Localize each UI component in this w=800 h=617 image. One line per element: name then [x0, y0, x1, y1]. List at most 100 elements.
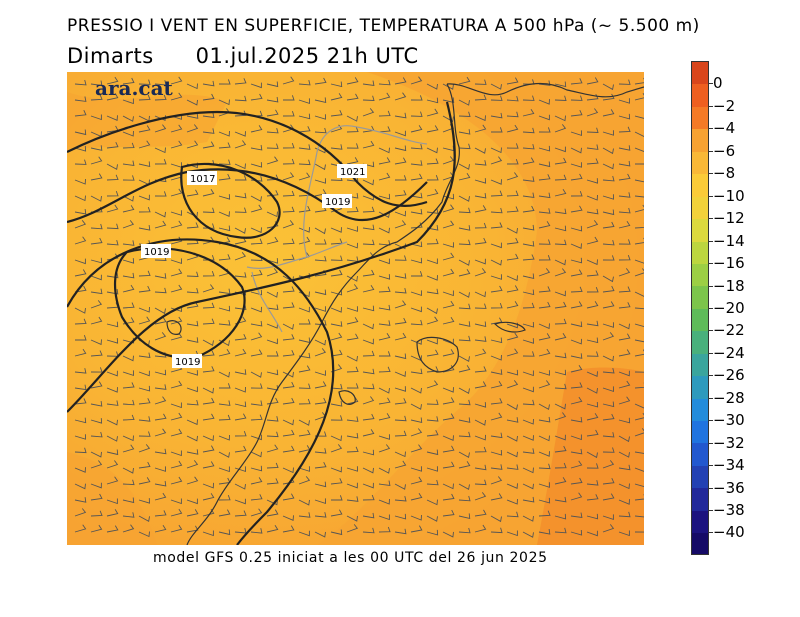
wind-barb: [250, 162, 263, 168]
wind-barb: [122, 142, 135, 149]
wind-barb: [474, 205, 487, 213]
wind-barb: [618, 207, 631, 214]
wind-barb: [426, 175, 439, 181]
wind-barb: [538, 99, 550, 105]
wind-barb: [106, 321, 119, 328]
isobar-1019-inner: [113, 247, 246, 359]
weekday-label: Dimarts: [67, 44, 154, 68]
colorbar-band: [692, 510, 708, 534]
wind-barb: [90, 195, 102, 202]
wind-barb: [506, 111, 519, 118]
wind-barb: [266, 291, 278, 298]
wind-barb: [202, 318, 215, 325]
wind-barb: [586, 320, 599, 327]
wind-barb: [90, 510, 103, 517]
wind-barb: [474, 492, 487, 501]
wind-barb: [138, 161, 151, 167]
wind-barb: [154, 369, 167, 376]
wind-barb: [410, 417, 423, 423]
wind-barb: [426, 225, 439, 231]
wind-barb: [314, 227, 326, 235]
wind-barb: [330, 383, 343, 390]
wind-barb: [474, 258, 486, 265]
colorbar-band: [692, 308, 708, 332]
wind-barb: [74, 79, 87, 86]
colorbar-band: [692, 443, 708, 466]
colorbar-tickmark: [709, 532, 713, 534]
colorbar-tickmark: [709, 173, 713, 175]
wind-barb: [554, 188, 567, 197]
wind-barb: [522, 224, 535, 231]
wind-barb: [570, 321, 583, 328]
wind-barb: [362, 429, 375, 437]
wind-barb: [378, 366, 391, 373]
wind-barb: [522, 321, 535, 328]
wind-barb: [330, 269, 343, 277]
wind-barb: [186, 386, 198, 393]
wind-barb: [330, 529, 343, 536]
colorbar-tickmark: [709, 420, 713, 422]
wind-barb: [490, 179, 502, 185]
wind-barb: [474, 434, 486, 441]
wind-barb: [250, 400, 263, 406]
wind-barb: [458, 259, 470, 266]
wind-barb: [154, 211, 166, 218]
wind-barb: [554, 462, 567, 469]
wind-barb: [442, 531, 454, 538]
wind-barb: [410, 257, 423, 264]
wind-barb: [618, 349, 631, 357]
wind-barb: [170, 316, 183, 325]
wind-barb: [266, 258, 279, 264]
wind-barb: [283, 95, 295, 101]
colorbar-tickmark: [709, 307, 713, 309]
colorbar-tickmark: [709, 105, 713, 107]
isobar-label: 1021: [340, 167, 365, 178]
wind-barb: [106, 204, 119, 213]
wind-barb: [458, 431, 471, 438]
wind-barb: [570, 338, 582, 345]
colorbar-tickmark: [709, 330, 713, 332]
wind-barb: [618, 511, 631, 518]
wind-barb: [458, 483, 470, 490]
wind-barb: [282, 111, 295, 117]
wind-barb: [618, 483, 630, 490]
wind-barb: [250, 93, 263, 101]
wind-barb: [442, 316, 455, 325]
wind-barb: [170, 332, 183, 341]
wind-barb: [426, 430, 439, 437]
wind-barb: [218, 371, 230, 378]
wind-barb: [266, 478, 279, 485]
colorbar-label: −30: [713, 411, 745, 430]
wind-barb: [570, 257, 583, 264]
wind-barb: [458, 303, 471, 310]
wind-barb: [378, 147, 390, 154]
wind-barb: [218, 305, 231, 312]
wind-barb: [346, 416, 359, 422]
wind-barb: [234, 348, 247, 357]
wind-barb: [218, 434, 230, 441]
wind-barb: [282, 334, 295, 341]
wind-barb: [394, 220, 407, 229]
border-south: [251, 271, 283, 333]
wind-barb: [506, 206, 519, 213]
wind-barb: [250, 125, 263, 133]
wind-barb: [394, 495, 407, 502]
wind-barb: [586, 127, 599, 133]
wind-barb: [122, 272, 135, 279]
wind-barb: [538, 416, 551, 423]
wind-barb: [170, 124, 183, 133]
wind-barb: [362, 95, 375, 101]
wind-barb: [250, 451, 262, 458]
wind-barb: [74, 258, 86, 265]
wind-barb: [394, 145, 407, 152]
island-menorca: [493, 321, 526, 333]
wind-barb: [202, 350, 215, 357]
wind-barb: [314, 448, 327, 454]
wind-barb: [106, 338, 119, 344]
wind-barb: [442, 220, 455, 229]
wind-barb: [538, 80, 551, 86]
wind-barb: [90, 367, 103, 373]
wind-barb: [170, 188, 183, 197]
wind-barb: [298, 466, 310, 472]
wind-barb: [474, 479, 487, 486]
